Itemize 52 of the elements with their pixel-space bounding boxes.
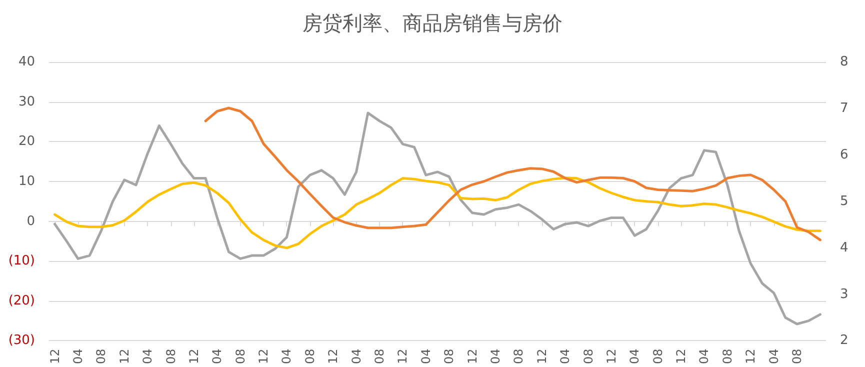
y2-tick-label: 3 xyxy=(840,286,848,302)
y-tick-label: (30) xyxy=(8,333,35,348)
x-tick-label: 12 xyxy=(465,348,480,364)
x-tick-label: 12 xyxy=(396,348,410,364)
x-tick-label: 08 xyxy=(233,348,248,364)
y-tick-label: 0 xyxy=(26,214,35,229)
y-tick-label: 10 xyxy=(18,174,35,189)
x-tick-label: 04 xyxy=(766,348,781,364)
x-tick-label: 12 xyxy=(744,348,758,364)
line-series xyxy=(54,112,822,326)
x-tick-label: 08 xyxy=(372,348,387,364)
y2-tick-label: 7 xyxy=(840,100,848,116)
x-tick-label: 08 xyxy=(512,348,526,364)
x-tick-label: 04 xyxy=(70,348,85,364)
y-tick-label: (20) xyxy=(8,293,35,308)
x-tick-label: 12 xyxy=(186,348,201,364)
x-tick-label: 12 xyxy=(117,348,132,364)
line-series xyxy=(54,176,822,250)
y-tick-label: 30 xyxy=(18,94,35,110)
y-tick-label: (10) xyxy=(8,254,35,269)
x-tick-label: 04 xyxy=(210,348,224,364)
x-tick-label: 04 xyxy=(140,348,155,364)
y2-tick-label: 2 xyxy=(840,333,848,348)
line-series xyxy=(204,106,822,242)
x-tick-label: 08 xyxy=(94,348,108,364)
x-tick-label: 12 xyxy=(604,348,618,364)
x-tick-label: 04 xyxy=(558,348,572,364)
x-tick-label: 04 xyxy=(418,348,433,364)
y2-tick-label: 6 xyxy=(840,147,848,162)
x-tick-label: 04 xyxy=(349,348,364,364)
x-tick-label: 12 xyxy=(256,348,271,364)
y-tick-label: 20 xyxy=(18,134,35,150)
x-tick-label: 08 xyxy=(164,348,178,364)
x-tick-label: 08 xyxy=(720,348,734,364)
x-tick-label: 04 xyxy=(280,348,294,364)
x-tick-label: 08 xyxy=(581,348,596,364)
x-tick-label: 04 xyxy=(697,348,712,364)
y2-tick-label: 4 xyxy=(840,240,848,256)
x-tick-label: 12 xyxy=(326,348,340,364)
x-tick-label: 12 xyxy=(674,348,688,364)
y-tick-label: 40 xyxy=(18,54,35,70)
y2-tick-label: 5 xyxy=(840,194,848,209)
x-tick-label: 08 xyxy=(650,348,665,364)
x-tick-label: 08 xyxy=(302,348,317,364)
x-tick-label: 08 xyxy=(442,348,456,364)
x-tick-label: 04 xyxy=(628,348,642,364)
y2-tick-label: 8 xyxy=(840,54,848,70)
chart-title: 房贷利率、商品房销售与房价 xyxy=(302,11,562,35)
x-tick-label: 12 xyxy=(48,348,62,364)
x-tick-label: 04 xyxy=(488,348,502,364)
x-tick-label: 08 xyxy=(790,348,804,364)
x-tick-label: 12 xyxy=(534,348,549,364)
